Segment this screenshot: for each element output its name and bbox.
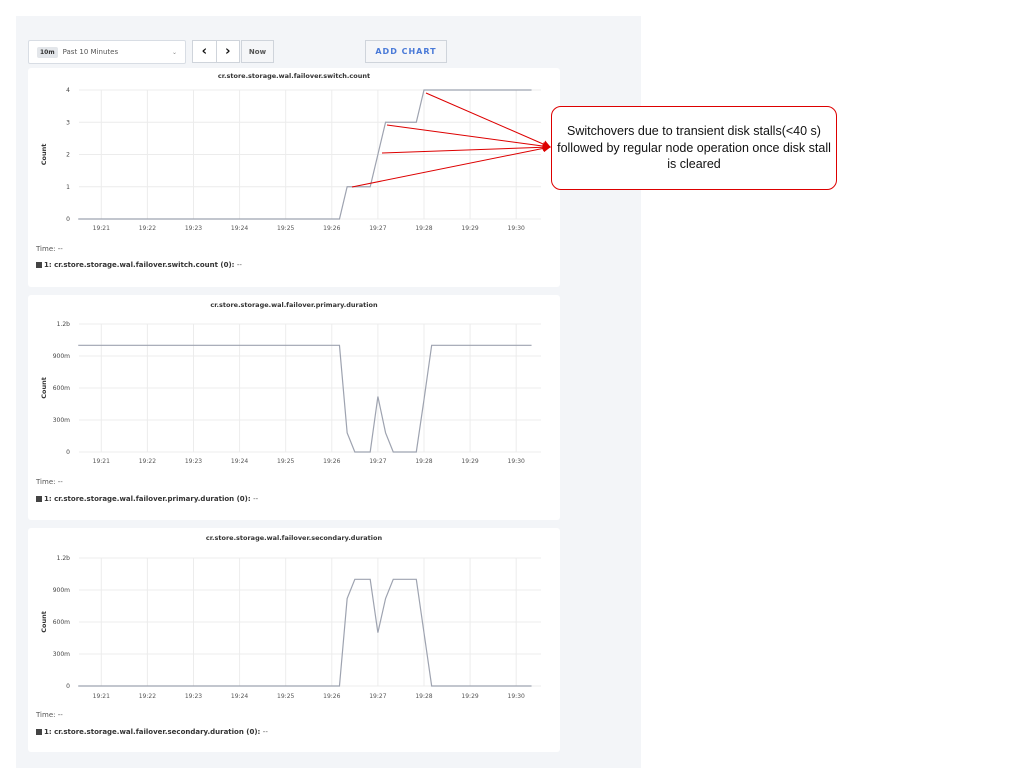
x-tick-label: 19:26 [323,693,340,700]
y-tick-label: 3 [66,119,70,126]
time-value: -- [57,478,63,486]
time-label: Time: [36,711,56,719]
time-label: Time: [36,245,56,253]
y-tick-label: 1.2b [57,555,71,562]
x-tick-label: 19:26 [323,225,340,232]
chart-card-primary-duration: 0 300m 600m 900m 1.2b 19:21 19:22 19:23 19:24 19:… [28,295,560,520]
x-tick-label: 19:21 [93,458,110,465]
x-tick-label: 19:23 [185,225,202,232]
prev-button[interactable]: ‹ [193,41,217,62]
y-tick-label: 0 [66,449,70,456]
x-tick-label: 19:25 [277,225,294,232]
chart-plot: 0 300m 600m 900m 1.2b 19:21 19:22 19:23 19:24 19:… [40,321,541,465]
chart-card-secondary-duration: 0 300m 600m 900m 1.2b 19:21 19:22 19:23 19:24 19:… [28,528,560,752]
time-readout: Time: -- [36,478,63,486]
chart-card-switch-count: 0 1 2 3 4 19:21 19:22 19:23 19:24 19:25 19:26 19:27… [28,68,560,287]
x-tick-label: 19:24 [231,458,248,465]
x-tick-label: 19:28 [415,458,432,465]
x-tick-label: 19:27 [369,458,386,465]
x-tick-label: 19:23 [185,693,202,700]
x-tick-label: 19:28 [415,225,432,232]
time-badge: 10m [37,46,58,58]
x-tick-label: 19:28 [415,693,432,700]
time-value: -- [57,711,63,719]
y-tick-label: 2 [66,152,70,159]
x-tick-label: 19:26 [323,458,340,465]
x-tick-label: 19:29 [461,458,478,465]
legend-swatch [36,262,42,268]
chart-plot: 0 300m 600m 900m 1.2b 19:21 19:22 19:23 19:24 19:… [40,555,541,700]
y-tick-label: 4 [66,87,70,94]
y-tick-label: 900m [53,587,70,594]
chart-title: cr.store.storage.wal.failover.primary.du… [210,301,378,309]
next-button[interactable]: › [217,41,240,62]
legend-label: 1: cr.store.storage.wal.failover.primary… [44,495,251,503]
legend-label: 1: cr.store.storage.wal.failover.seconda… [44,728,261,736]
y-tick-label: 1 [66,184,70,191]
time-label: Time: [36,478,56,486]
x-tick-label: 19:25 [277,693,294,700]
series-line [78,578,532,687]
legend-item[interactable]: 1: cr.store.storage.wal.failover.switch.… [36,261,242,269]
legend-label: 1: cr.store.storage.wal.failover.switch.… [44,261,235,269]
y-tick-label: 0 [66,683,70,690]
legend-value: -- [253,495,259,503]
legend-item[interactable]: 1: cr.store.storage.wal.failover.seconda… [36,728,268,736]
time-nav: ‹ › [192,40,240,63]
x-tick-label: 19:30 [508,693,525,700]
legend-value: -- [236,261,242,269]
x-tick-label: 19:25 [277,458,294,465]
legend-swatch [36,729,42,735]
time-range-label: Past 10 Minutes [62,48,119,56]
y-axis-label: Count [40,144,48,166]
y-axis-label: Count [40,377,48,399]
x-tick-label: 19:23 [185,458,202,465]
chevron-down-icon: ⌄ [171,48,177,56]
y-tick-label: 1.2b [57,321,71,328]
series-line [78,344,532,453]
legend-value: -- [262,728,268,736]
legend-item[interactable]: 1: cr.store.storage.wal.failover.primary… [36,495,258,503]
x-tick-label: 19:29 [461,693,478,700]
y-tick-label: 900m [53,353,70,360]
x-tick-label: 19:29 [461,225,478,232]
y-tick-label: 600m [53,619,70,626]
y-tick-label: 0 [66,216,70,223]
y-tick-label: 600m [53,385,70,392]
x-tick-label: 19:30 [508,225,525,232]
add-chart-button[interactable]: ADD CHART [365,40,447,63]
x-tick-label: 19:24 [231,693,248,700]
y-tick-label: 300m [53,651,70,658]
x-tick-label: 19:30 [508,458,525,465]
x-tick-label: 19:22 [139,225,156,232]
x-tick-label: 19:27 [369,693,386,700]
time-value: -- [57,245,63,253]
x-tick-label: 19:27 [369,225,386,232]
chart-title: cr.store.storage.wal.failover.switch.cou… [217,72,371,80]
chevron-right-icon: › [225,44,231,59]
chevron-left-icon: ‹ [201,44,207,59]
x-tick-label: 19:22 [139,693,156,700]
time-readout: Time: -- [36,245,63,253]
y-axis-label: Count [40,611,48,633]
time-range-select[interactable]: 10m Past 10 Minutes ⌄ [28,40,186,64]
annotation-callout: Switchovers due to transient disk stalls… [551,106,837,190]
legend-swatch [36,496,42,502]
y-tick-label: 300m [53,417,70,424]
x-tick-label: 19:24 [231,225,248,232]
chart-title: cr.store.storage.wal.failover.secondary.… [205,534,383,542]
time-readout: Time: -- [36,711,63,719]
now-button[interactable]: Now [241,40,274,63]
x-tick-label: 19:21 [93,225,110,232]
x-tick-label: 19:22 [139,458,156,465]
x-tick-label: 19:21 [93,693,110,700]
chart-plot: 0 1 2 3 4 19:21 19:22 19:23 19:24 19:25 19:26 19:27… [40,87,541,232]
